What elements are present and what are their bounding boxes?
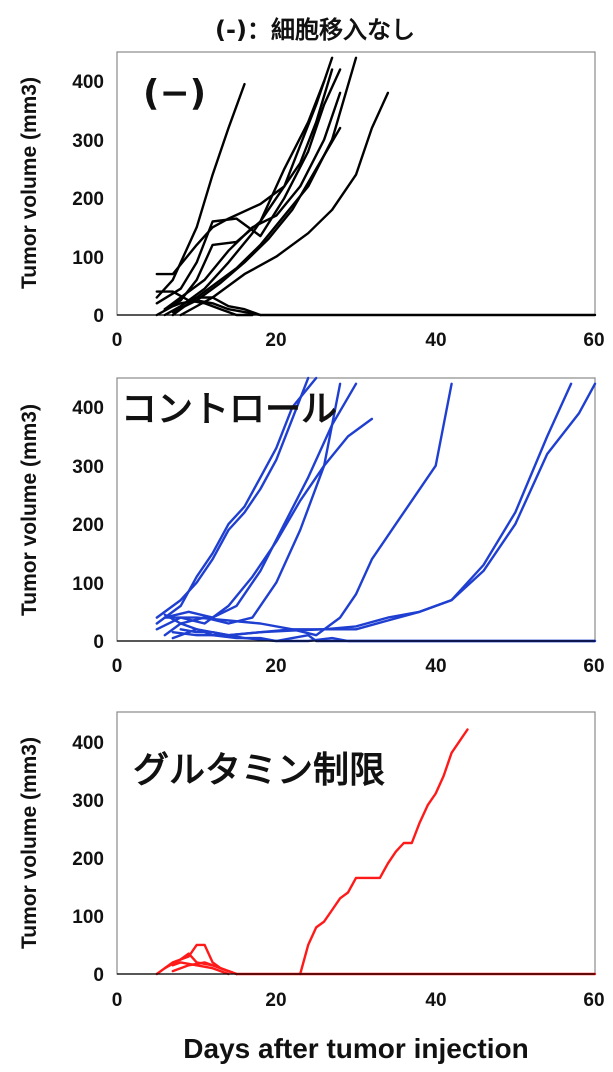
panel-1-title: (-)：細胞移入なし (215, 16, 415, 44)
panel-2-series-line-4 (163, 382, 358, 619)
panel-3-x-tick-label: 60 (583, 990, 604, 1011)
panel-2-y-tick-label: 0 (93, 632, 104, 653)
panel-2-series-layer (155, 376, 597, 643)
panel-1-label: (−) (143, 73, 206, 114)
panel-1-y-tick-label: 400 (72, 72, 104, 93)
panel-2-label: コントロール (121, 389, 337, 430)
panel-2-x-tick-label: 0 (112, 656, 123, 677)
panel-1-series-line-1 (155, 82, 246, 299)
panel-2-series-line-2 (155, 376, 318, 625)
panel-1-series-line-11 (179, 91, 390, 317)
panel-2-y-tick-label: 400 (72, 398, 104, 419)
panel-1-x-tick-label: 60 (583, 330, 604, 351)
panel-3-series-layer (155, 728, 597, 976)
panel-3-x-tick-label: 0 (112, 990, 123, 1011)
panel-3-x-tick-label: 20 (265, 990, 286, 1011)
panel-1-series-line-4 (155, 56, 334, 276)
panel-3: グルタミン制限 Tumor volume (mm3) 0 100 200 300… (18, 711, 605, 1064)
panel-3-y-tick-label: 300 (72, 791, 104, 812)
panel-3-y-tick-label: 200 (72, 849, 104, 870)
panel-1-x-tick-label: 20 (265, 330, 286, 351)
panel-2-y-tick-label: 200 (72, 515, 104, 536)
panel-1: (-)：細胞移入なし (−) Tumor volume (mm3) 0 100 … (18, 16, 605, 351)
panel-2-series-line-3 (155, 417, 374, 631)
panel-3-y-tick-label: 100 (72, 907, 104, 928)
panel-2-series-line-8 (171, 382, 597, 637)
panel-2: コントロール Tumor volume (mm3) 0 100 200 300 … (18, 376, 605, 677)
panel-2-series-line-5 (163, 382, 342, 637)
panel-3-series-line-4 (171, 961, 238, 976)
x-axis-title: Days after tumor injection (183, 1033, 528, 1064)
panel-3-y-tick-label: 0 (93, 965, 104, 986)
panel-3-x-tick-label: 40 (425, 990, 446, 1011)
panel-2-x-tick-label: 20 (265, 656, 286, 677)
panel-2-x-tick-label: 40 (425, 656, 446, 677)
panel-1-series-line-8 (163, 91, 342, 311)
panel-1-series-layer (155, 56, 597, 317)
panel-2-series-line-6 (163, 382, 453, 637)
panel-1-x-tick-label: 0 (112, 330, 123, 351)
panel-3-label: グルタミン制限 (133, 750, 385, 791)
panel-3-y-tick-label: 400 (72, 733, 104, 754)
panel-2-y-axis-label: Tumor volume (mm3) (18, 404, 41, 616)
panel-2-x-tick-label: 60 (583, 656, 604, 677)
panel-3-series-line-3 (171, 961, 230, 976)
panel-1-x-tick-label: 40 (425, 330, 446, 351)
panel-3-series-line-5 (299, 728, 469, 976)
panel-1-y-tick-label: 200 (72, 189, 104, 210)
panel-2-y-tick-label: 300 (72, 457, 104, 478)
panel-1-y-tick-label: 0 (93, 306, 104, 327)
panel-1-y-tick-label: 100 (72, 248, 104, 269)
panel-1-series-line-5 (155, 68, 342, 305)
panel-2-y-tick-label: 100 (72, 574, 104, 595)
panel-1-y-axis-label: Tumor volume (mm3) (18, 77, 41, 289)
panel-2-series-line-10 (179, 628, 597, 643)
panel-1-y-tick-label: 300 (72, 131, 104, 152)
panel-3-y-axis-label: Tumor volume (mm3) (18, 737, 41, 949)
